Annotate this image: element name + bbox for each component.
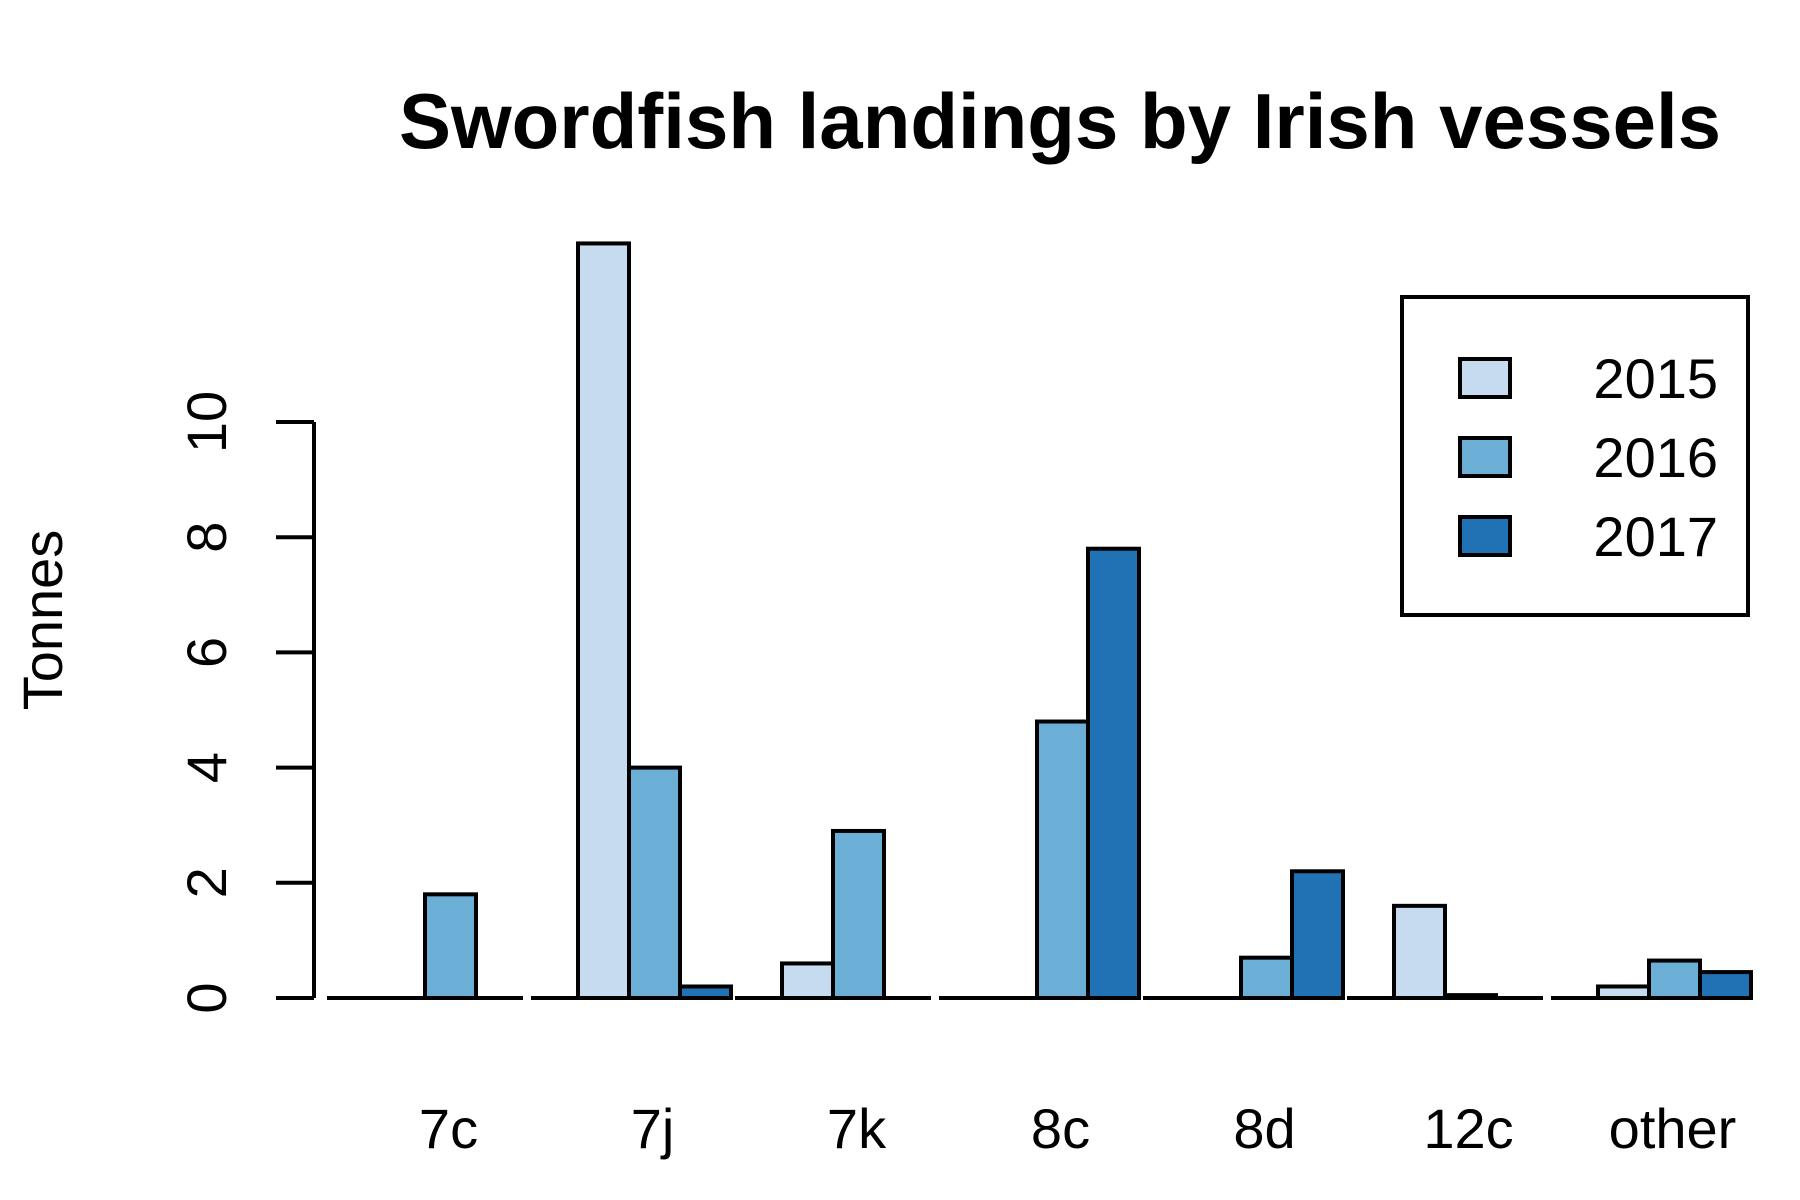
bar-2015-other [1596,984,1651,1000]
y-tick-label: 2 [175,867,238,898]
legend-label: 2016 [1593,426,1718,489]
category-label: 8d [1233,1097,1295,1160]
category-labels: 7c 7j 7k 8c 8d 12c other [419,1097,1736,1160]
bar-2015-12c [1392,903,1447,1001]
bar-2017-other [1698,970,1753,1001]
bar-group-8c [939,546,1141,1001]
legend-swatch-2017 [1458,515,1512,557]
y-tick-label: 6 [175,637,238,668]
category-label: 12c [1423,1097,1513,1160]
y-tick-label: 4 [175,752,238,783]
bar-2017-8d [1290,869,1345,1001]
legend-swatch-2016 [1458,436,1512,478]
category-label: 7c [419,1097,478,1160]
legend-label: 2015 [1593,347,1718,410]
category-label: 8c [1031,1097,1090,1160]
bar-2016-8d [1239,955,1294,1000]
bar-2017-8c [1086,546,1141,1000]
chart-title: Swordfish landings by Irish vessels [399,77,1721,165]
bar-group-8d [1143,869,1345,1001]
bar-2016-7j [627,765,682,1000]
bar-2015-7j [576,241,631,1000]
bar-group-other [1551,958,1753,1001]
bar-2015-7k [780,961,835,1001]
category-label: 7j [631,1097,675,1160]
y-tick-label: 10 [175,391,238,453]
bar-2017-7j [678,984,733,1000]
category-label: 7k [827,1097,887,1160]
y-tick-label: 8 [175,522,238,553]
legend-swatch-2015 [1458,357,1512,399]
bar-2016-7k [831,828,886,1001]
bar-group-7k [735,828,931,1001]
bar-2016-12c [1443,993,1498,1000]
bar-group-7j [531,241,733,1000]
bar-groups [327,241,1753,1001]
y-axis-label: Tonnes [11,530,74,711]
bar-group-12c [1347,903,1543,1001]
bar-group-7c [327,892,523,1001]
bar-2016-other [1647,958,1702,1000]
legend-label: 2017 [1593,505,1718,568]
y-axis-ticks: 0 2 4 6 8 10 [175,391,314,1014]
bar-2016-7c [423,892,478,1001]
legend: 2015 2016 2017 [1400,295,1750,617]
bar-2016-8c [1035,719,1090,1001]
category-label: other [1609,1097,1737,1160]
y-tick-label: 0 [175,982,238,1013]
